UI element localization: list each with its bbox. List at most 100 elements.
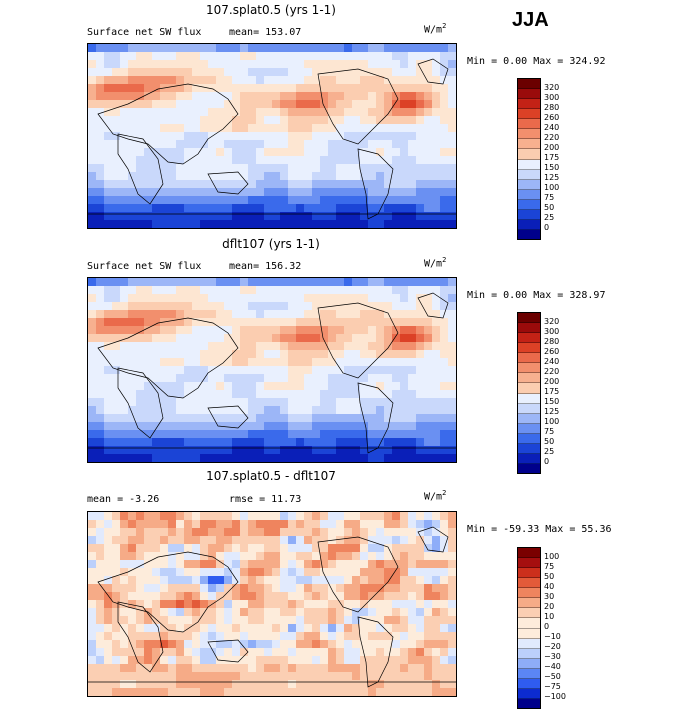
field-cell: [424, 278, 433, 287]
field-cell: [368, 528, 377, 537]
field-cell: [432, 294, 441, 303]
field-cell: [96, 632, 105, 641]
field-cell: [264, 342, 273, 351]
field-cell: [352, 446, 361, 455]
field-cell: [344, 648, 353, 657]
field-cell: [120, 108, 129, 117]
field-cell: [104, 414, 113, 423]
field-cell: [424, 390, 433, 399]
field-cell: [280, 520, 289, 529]
field-cell: [104, 60, 113, 69]
field-cell: [120, 648, 129, 657]
field-cell: [200, 640, 209, 649]
field-cell: [168, 406, 177, 415]
field-cell: [128, 446, 137, 455]
field-cell: [232, 294, 241, 303]
field-cell: [128, 374, 137, 383]
field-cell: [352, 108, 361, 117]
field-cell: [112, 616, 121, 625]
field-cell: [368, 100, 377, 109]
field-cell: [144, 446, 153, 455]
field-cell: [320, 374, 329, 383]
field-cell: [160, 294, 169, 303]
field-cell: [320, 446, 329, 455]
field-cell: [368, 358, 377, 367]
field-cell: [256, 342, 265, 351]
field-cell: [376, 640, 385, 649]
field-cell: [408, 648, 417, 657]
field-cell: [296, 350, 305, 359]
field-cell: [440, 196, 449, 205]
field-cell: [152, 212, 161, 221]
field-cell: [264, 584, 273, 593]
field-cell: [384, 294, 393, 303]
field-cell: [328, 520, 337, 529]
field-cell: [448, 108, 456, 117]
field-cell: [264, 164, 273, 173]
field-cell: [248, 172, 257, 181]
field-cell: [112, 608, 121, 617]
field-cell: [288, 640, 297, 649]
field-cell: [88, 520, 97, 529]
field-cell: [112, 108, 121, 117]
field-cell: [344, 664, 353, 673]
field-cell: [232, 576, 241, 585]
field-cell: [432, 390, 441, 399]
field-cell: [344, 592, 353, 601]
field-cell: [136, 560, 145, 569]
field-cell: [440, 592, 449, 601]
field-cell: [432, 592, 441, 601]
field-cell: [160, 406, 169, 415]
field-cell: [240, 600, 249, 609]
field-cell: [128, 278, 137, 287]
field-cell: [120, 92, 129, 101]
field-cell: [360, 406, 369, 415]
field-cell: [160, 180, 169, 189]
field-cell: [208, 382, 217, 391]
field-cell: [184, 664, 193, 673]
field-cell: [440, 616, 449, 625]
field-cell: [248, 294, 257, 303]
field-cell: [392, 318, 401, 327]
field-cell: [280, 84, 289, 93]
field-cell: [448, 220, 456, 228]
field-cell: [264, 568, 273, 577]
field-cell: [328, 100, 337, 109]
field-cell: [88, 196, 97, 205]
field-cell: [144, 422, 153, 431]
field-cell: [424, 584, 433, 593]
field-cell: [376, 148, 385, 157]
field-cell: [392, 528, 401, 537]
field-cell: [120, 446, 129, 455]
field-cell: [136, 512, 145, 521]
field-cell: [120, 374, 129, 383]
field-cell: [352, 84, 361, 93]
field-cell: [128, 664, 137, 673]
field-cell: [104, 680, 113, 689]
field-cell: [216, 68, 225, 77]
field-cell: [256, 204, 265, 213]
field-cell: [240, 68, 249, 77]
field-cell: [256, 294, 265, 303]
field-cell: [248, 180, 257, 189]
field-cell: [128, 294, 137, 303]
field-cell: [232, 278, 241, 287]
field-cell: [160, 454, 169, 462]
field-cell: [112, 560, 121, 569]
field-cell: [136, 116, 145, 125]
field-cell: [144, 430, 153, 439]
field-cell: [360, 164, 369, 173]
field-cell: [400, 286, 409, 295]
field-cell: [384, 398, 393, 407]
field-cell: [232, 672, 241, 681]
field-cell: [216, 454, 225, 462]
field-cell: [432, 60, 441, 69]
colorbar-tick-label: −75: [544, 682, 561, 691]
field-cell: [192, 512, 201, 521]
field-cell: [272, 100, 281, 109]
field-cell: [224, 196, 233, 205]
field-cell: [352, 656, 361, 665]
field-cell: [360, 560, 369, 569]
field-cell: [240, 60, 249, 69]
field-cell: [352, 302, 361, 311]
